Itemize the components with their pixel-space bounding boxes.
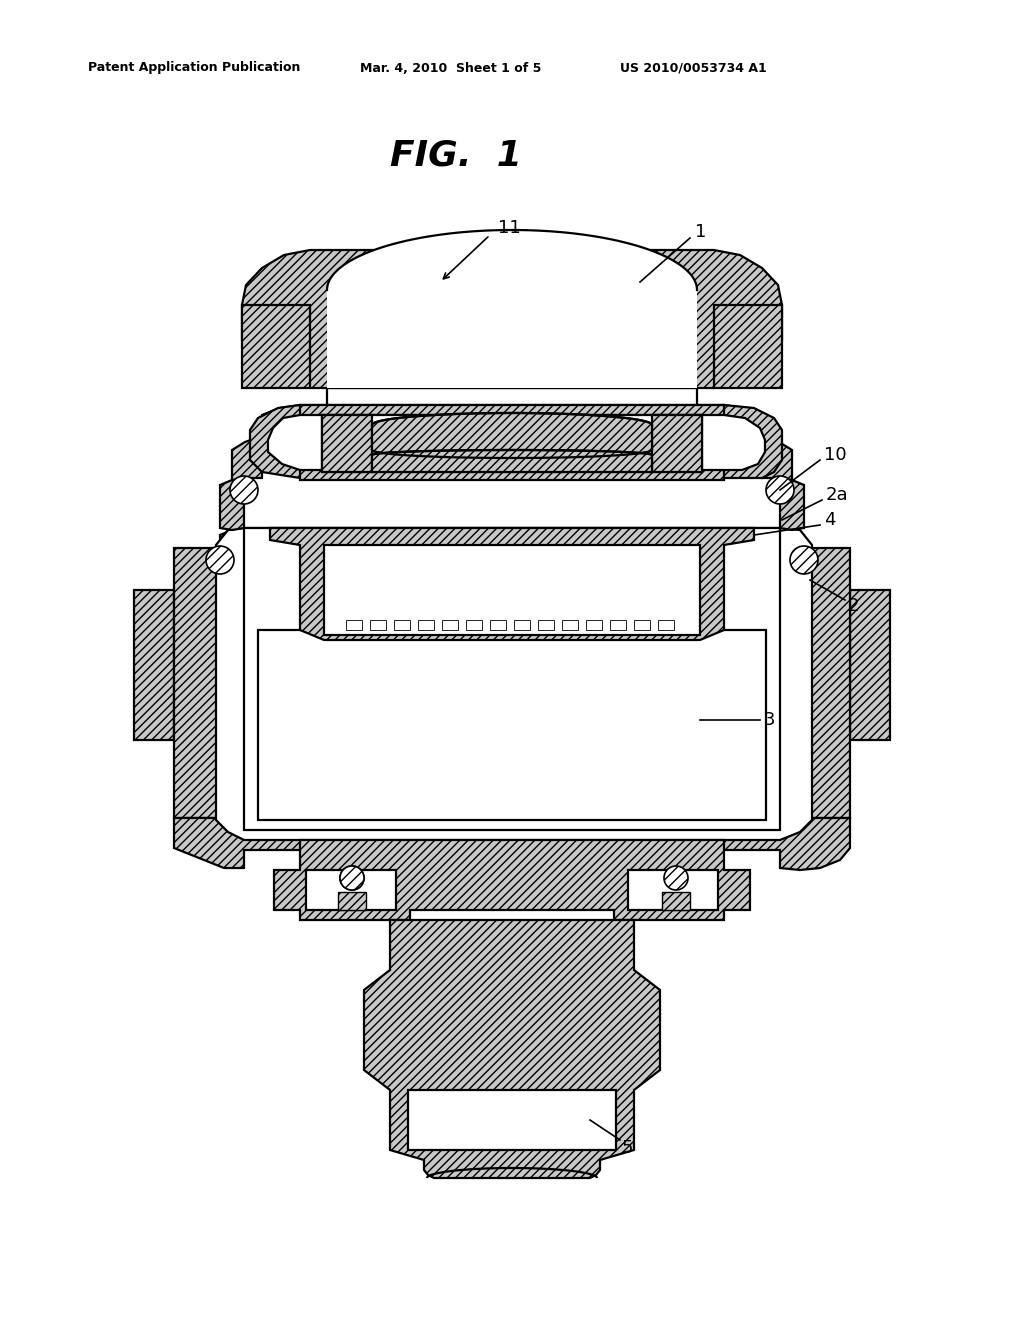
Text: US 2010/0053734 A1: US 2010/0053734 A1 bbox=[620, 62, 767, 74]
Circle shape bbox=[766, 477, 794, 504]
Text: Mar. 4, 2010  Sheet 1 of 5: Mar. 4, 2010 Sheet 1 of 5 bbox=[360, 62, 542, 74]
Polygon shape bbox=[242, 305, 310, 388]
Bar bbox=[662, 892, 690, 909]
Bar bbox=[346, 620, 362, 630]
Circle shape bbox=[230, 477, 258, 504]
Bar bbox=[258, 630, 766, 820]
Bar bbox=[610, 620, 626, 630]
Bar bbox=[466, 620, 482, 630]
Polygon shape bbox=[762, 436, 792, 480]
Polygon shape bbox=[268, 414, 765, 470]
Text: FIG.  1: FIG. 1 bbox=[390, 139, 522, 172]
Polygon shape bbox=[322, 414, 702, 473]
Bar bbox=[490, 620, 506, 630]
Polygon shape bbox=[216, 528, 812, 840]
Polygon shape bbox=[300, 405, 724, 480]
Bar bbox=[658, 620, 674, 630]
Bar bbox=[628, 870, 718, 909]
Polygon shape bbox=[780, 528, 850, 830]
Polygon shape bbox=[174, 528, 244, 830]
Polygon shape bbox=[780, 478, 804, 531]
Bar bbox=[322, 414, 372, 473]
Bar bbox=[586, 620, 602, 630]
Bar bbox=[306, 870, 396, 909]
Bar bbox=[408, 1090, 616, 1150]
Polygon shape bbox=[364, 920, 660, 1177]
Text: 4: 4 bbox=[824, 511, 836, 529]
Bar bbox=[442, 620, 458, 630]
Polygon shape bbox=[220, 478, 244, 531]
Circle shape bbox=[790, 546, 818, 574]
Text: 10: 10 bbox=[824, 446, 847, 465]
Polygon shape bbox=[250, 405, 782, 478]
Polygon shape bbox=[714, 305, 782, 388]
Bar bbox=[324, 545, 700, 635]
Circle shape bbox=[664, 866, 688, 890]
Bar bbox=[338, 892, 366, 909]
Text: 3: 3 bbox=[764, 711, 775, 729]
Text: 2a: 2a bbox=[826, 486, 849, 504]
Polygon shape bbox=[270, 528, 754, 640]
Polygon shape bbox=[724, 405, 762, 440]
Polygon shape bbox=[262, 405, 300, 440]
Polygon shape bbox=[242, 249, 782, 388]
Text: Patent Application Publication: Patent Application Publication bbox=[88, 62, 300, 74]
Polygon shape bbox=[274, 840, 750, 920]
Polygon shape bbox=[174, 818, 850, 870]
Bar bbox=[652, 414, 702, 473]
Polygon shape bbox=[850, 590, 890, 741]
Text: 11: 11 bbox=[498, 219, 521, 238]
Bar bbox=[538, 620, 554, 630]
Circle shape bbox=[340, 866, 364, 890]
Circle shape bbox=[340, 866, 364, 890]
Text: 5: 5 bbox=[622, 1139, 634, 1158]
Bar bbox=[634, 620, 650, 630]
Circle shape bbox=[206, 546, 234, 574]
Polygon shape bbox=[232, 436, 262, 480]
Bar bbox=[394, 620, 410, 630]
Polygon shape bbox=[244, 528, 780, 830]
Bar bbox=[418, 620, 434, 630]
Text: 2: 2 bbox=[848, 597, 859, 615]
Bar bbox=[514, 620, 530, 630]
Polygon shape bbox=[372, 450, 652, 473]
Polygon shape bbox=[134, 590, 174, 741]
Polygon shape bbox=[372, 413, 652, 458]
Bar bbox=[562, 620, 578, 630]
Bar bbox=[370, 620, 386, 630]
Text: 1: 1 bbox=[695, 223, 707, 242]
Polygon shape bbox=[327, 230, 697, 388]
